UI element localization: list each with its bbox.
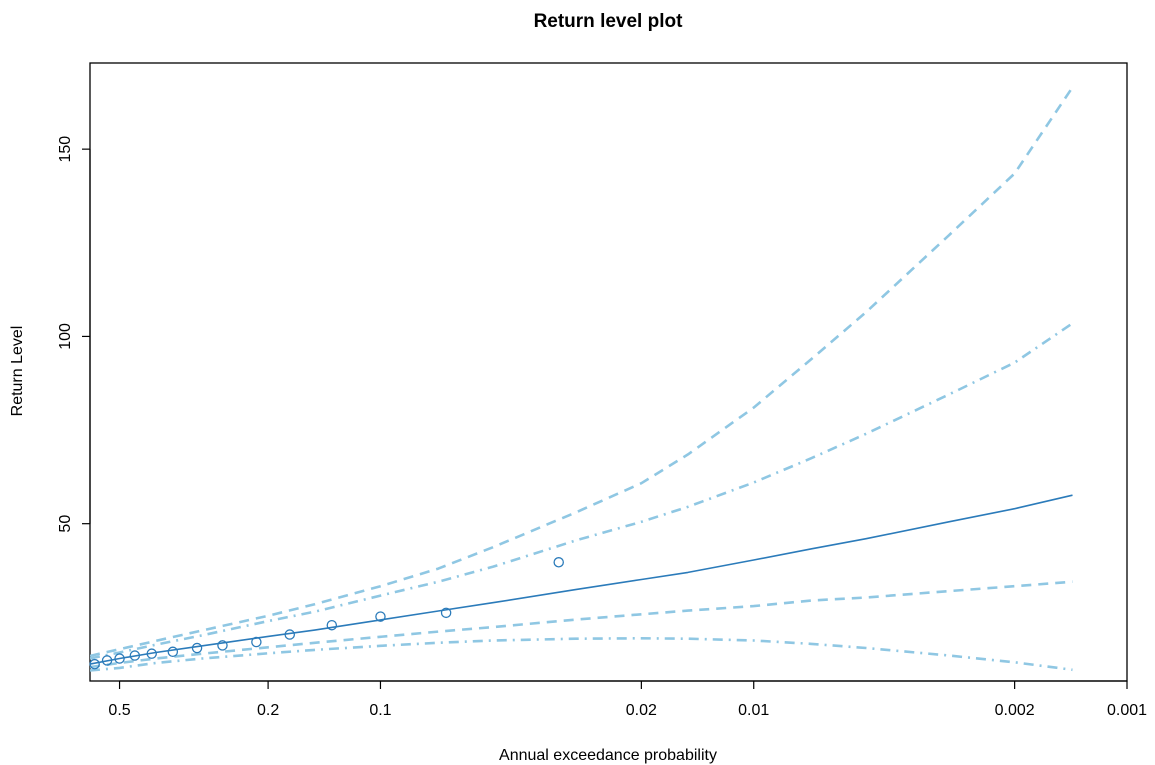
- x-tick-label: 0.001: [1107, 702, 1147, 719]
- x-tick-label: 0.002: [995, 702, 1035, 719]
- x-axis: 0.5 0.2 0.1 0.02 0.01 0.002 0.001: [108, 680, 1147, 719]
- series-ci-outer-lower: [90, 580, 1073, 669]
- empirical-point: [89, 658, 100, 670]
- series-ci-inner-lower: [90, 636, 1073, 672]
- empirical-point: [129, 650, 141, 661]
- empirical-point: [146, 648, 157, 659]
- empirical-point: [440, 607, 452, 619]
- x-tick-label: 0.01: [738, 702, 769, 719]
- y-tick-label: 150: [57, 136, 74, 163]
- y-axis-label: Return Level: [9, 326, 26, 417]
- empirical-point: [251, 636, 262, 648]
- y-axis: 50 100 150: [57, 136, 91, 533]
- points-layer: [89, 557, 564, 670]
- series-estimate: [90, 494, 1073, 665]
- empirical-point: [217, 640, 228, 651]
- empirical-point: [553, 557, 564, 568]
- series-ci-inner-upper: [90, 322, 1074, 660]
- empirical-point: [375, 611, 386, 622]
- empirical-point: [284, 629, 295, 640]
- x-tick-label: 0.1: [369, 702, 391, 719]
- x-tick-label: 0.5: [108, 702, 130, 719]
- empirical-point: [326, 619, 338, 631]
- y-tick-label: 100: [57, 323, 74, 350]
- empirical-point: [114, 653, 125, 664]
- chart-title: Return level plot: [534, 11, 684, 32]
- x-tick-label: 0.02: [626, 702, 657, 719]
- empirical-point: [191, 642, 203, 654]
- x-tick-label: 0.2: [257, 702, 279, 719]
- y-tick-label: 50: [57, 515, 74, 533]
- series-layer: [90, 86, 1074, 672]
- x-axis-label: Annual exceedance probability: [499, 747, 717, 764]
- series-ci-outer-upper: [90, 86, 1074, 658]
- empirical-point: [101, 655, 113, 666]
- empirical-point: [167, 646, 179, 658]
